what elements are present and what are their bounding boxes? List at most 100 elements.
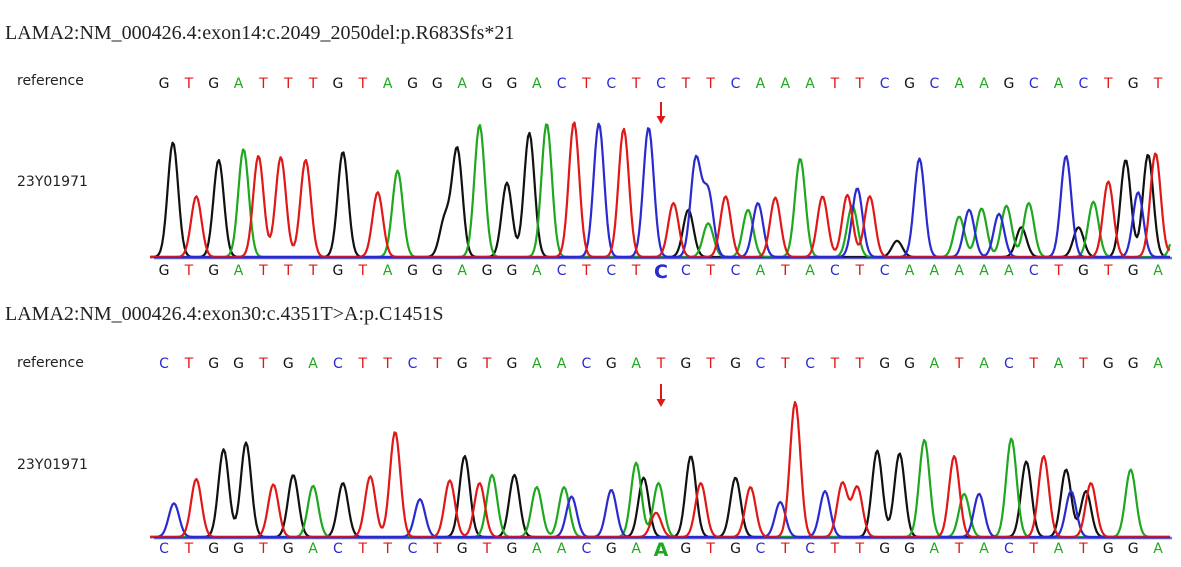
- sample-base: A: [805, 263, 815, 279]
- sample-base: T: [780, 541, 790, 557]
- sample-base: A: [1054, 541, 1064, 557]
- reference-base: T: [705, 76, 715, 92]
- sample-base: C: [557, 263, 567, 279]
- reference-base: T: [358, 76, 368, 92]
- reference-base: T: [780, 356, 790, 372]
- reference-base: C: [1029, 76, 1039, 92]
- reference-base: T: [482, 356, 492, 372]
- reference-base: C: [1004, 356, 1014, 372]
- sample-base: C: [333, 541, 343, 557]
- reference-base: A: [532, 76, 542, 92]
- sample-base: G: [680, 541, 691, 557]
- reference-base: T: [358, 356, 368, 372]
- reference-base: C: [880, 76, 890, 92]
- reference-base: T: [681, 76, 691, 92]
- sample-base: A: [532, 263, 542, 279]
- reference-base: G: [457, 356, 468, 372]
- reference-base: T: [308, 76, 318, 92]
- reference-base: A: [979, 76, 989, 92]
- reference-base: C: [756, 356, 766, 372]
- reference-base: C: [582, 356, 592, 372]
- sample-base: G: [432, 263, 443, 279]
- sample-base: G: [730, 541, 741, 557]
- sample-base: G: [208, 263, 219, 279]
- trace-g: [150, 131, 1170, 259]
- reference-base: T: [830, 76, 840, 92]
- reference-base: A: [532, 356, 542, 372]
- sample-base: G: [506, 541, 517, 557]
- sample-base: T: [855, 541, 865, 557]
- reference-base: C: [805, 356, 815, 372]
- reference-base: A: [457, 76, 467, 92]
- sample-base: T: [382, 541, 392, 557]
- sample-base: G: [283, 541, 294, 557]
- sample-base: A: [1153, 263, 1163, 279]
- sample-base: T: [780, 263, 790, 279]
- reference-base: G: [606, 356, 617, 372]
- reference-base: G: [482, 76, 493, 92]
- sample-base: G: [1128, 263, 1139, 279]
- sample-base: T: [855, 263, 865, 279]
- reference-base: A: [756, 76, 766, 92]
- reference-base: G: [1128, 76, 1139, 92]
- sample-base: G: [407, 263, 418, 279]
- reference-base: G: [680, 356, 691, 372]
- sample-base: G: [159, 263, 170, 279]
- sample-base: C: [830, 263, 840, 279]
- reference-base: A: [1153, 356, 1163, 372]
- sample-base: T: [308, 263, 318, 279]
- reference-base: A: [930, 356, 940, 372]
- reference-base: C: [731, 76, 741, 92]
- sample-base: T: [358, 541, 368, 557]
- reference-base: T: [382, 356, 392, 372]
- reference-base: A: [631, 356, 641, 372]
- reference-base: T: [656, 356, 666, 372]
- sample-base: T: [581, 263, 591, 279]
- sample-base: A: [930, 263, 940, 279]
- sample-row-label: 23Y01971: [17, 457, 88, 473]
- sample-base: C: [756, 541, 766, 557]
- reference-base: T: [184, 76, 194, 92]
- reference-base: T: [581, 76, 591, 92]
- variant-base: C: [654, 261, 668, 283]
- sample-base: G: [333, 263, 344, 279]
- sample-base: A: [905, 263, 915, 279]
- red-down-arrow-icon: [656, 384, 666, 407]
- sample-base: A: [979, 263, 989, 279]
- reference-base: C: [1079, 76, 1089, 92]
- sample-base: A: [532, 541, 542, 557]
- variant-base: A: [654, 539, 669, 561]
- reference-base: G: [432, 76, 443, 92]
- reference-base: T: [855, 76, 865, 92]
- sample-base: C: [582, 541, 592, 557]
- red-down-arrow-icon: [656, 102, 666, 124]
- reference-base: T: [1078, 356, 1088, 372]
- arrow-head: [656, 399, 666, 407]
- reference-base: G: [506, 356, 517, 372]
- sample-base: C: [408, 541, 418, 557]
- reference-base: G: [1003, 76, 1014, 92]
- reference-base: G: [333, 76, 344, 92]
- reference-row-label: reference: [17, 73, 84, 89]
- reference-base: A: [1054, 356, 1064, 372]
- sample-base: C: [880, 263, 890, 279]
- sample-base: C: [731, 263, 741, 279]
- sample-base: G: [208, 541, 219, 557]
- sample-base: A: [557, 541, 567, 557]
- reference-base: T: [631, 76, 641, 92]
- sample-base: T: [432, 541, 442, 557]
- reference-base: T: [1153, 76, 1163, 92]
- reference-base: G: [208, 76, 219, 92]
- sample-base: G: [1128, 541, 1139, 557]
- sample-base: T: [184, 263, 194, 279]
- reference-base: G: [879, 356, 890, 372]
- reference-base: A: [805, 76, 815, 92]
- reference-base: T: [283, 76, 293, 92]
- reference-base: T: [184, 356, 194, 372]
- sample-base: T: [283, 263, 293, 279]
